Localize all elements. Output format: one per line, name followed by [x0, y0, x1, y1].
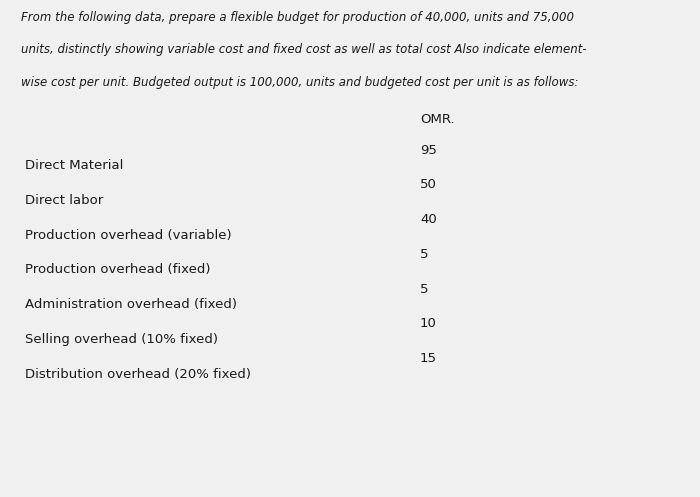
Text: Production overhead (variable): Production overhead (variable) — [25, 229, 231, 242]
Text: 50: 50 — [420, 178, 437, 191]
Text: 15: 15 — [420, 352, 437, 365]
Text: From the following data, prepare a flexible budget for production of 40,000, uni: From the following data, prepare a flexi… — [21, 11, 574, 24]
Text: Direct labor: Direct labor — [25, 194, 103, 207]
Text: 10: 10 — [420, 317, 437, 331]
Text: Distribution overhead (20% fixed): Distribution overhead (20% fixed) — [25, 368, 251, 381]
Text: OMR.: OMR. — [420, 113, 454, 126]
Text: 5: 5 — [420, 248, 428, 261]
Text: units, distinctly showing variable cost and fixed cost as well as total cost Als: units, distinctly showing variable cost … — [21, 43, 587, 57]
Text: wise cost per unit. Budgeted output is 100,000, units and budgeted cost per unit: wise cost per unit. Budgeted output is 1… — [21, 76, 578, 88]
Text: 40: 40 — [420, 213, 437, 226]
Text: Direct Material: Direct Material — [25, 159, 123, 172]
Text: Production overhead (fixed): Production overhead (fixed) — [25, 263, 210, 276]
Text: 5: 5 — [420, 282, 428, 296]
Text: Selling overhead (10% fixed): Selling overhead (10% fixed) — [25, 333, 218, 346]
Text: Administration overhead (fixed): Administration overhead (fixed) — [25, 298, 237, 311]
Text: 95: 95 — [420, 144, 437, 157]
